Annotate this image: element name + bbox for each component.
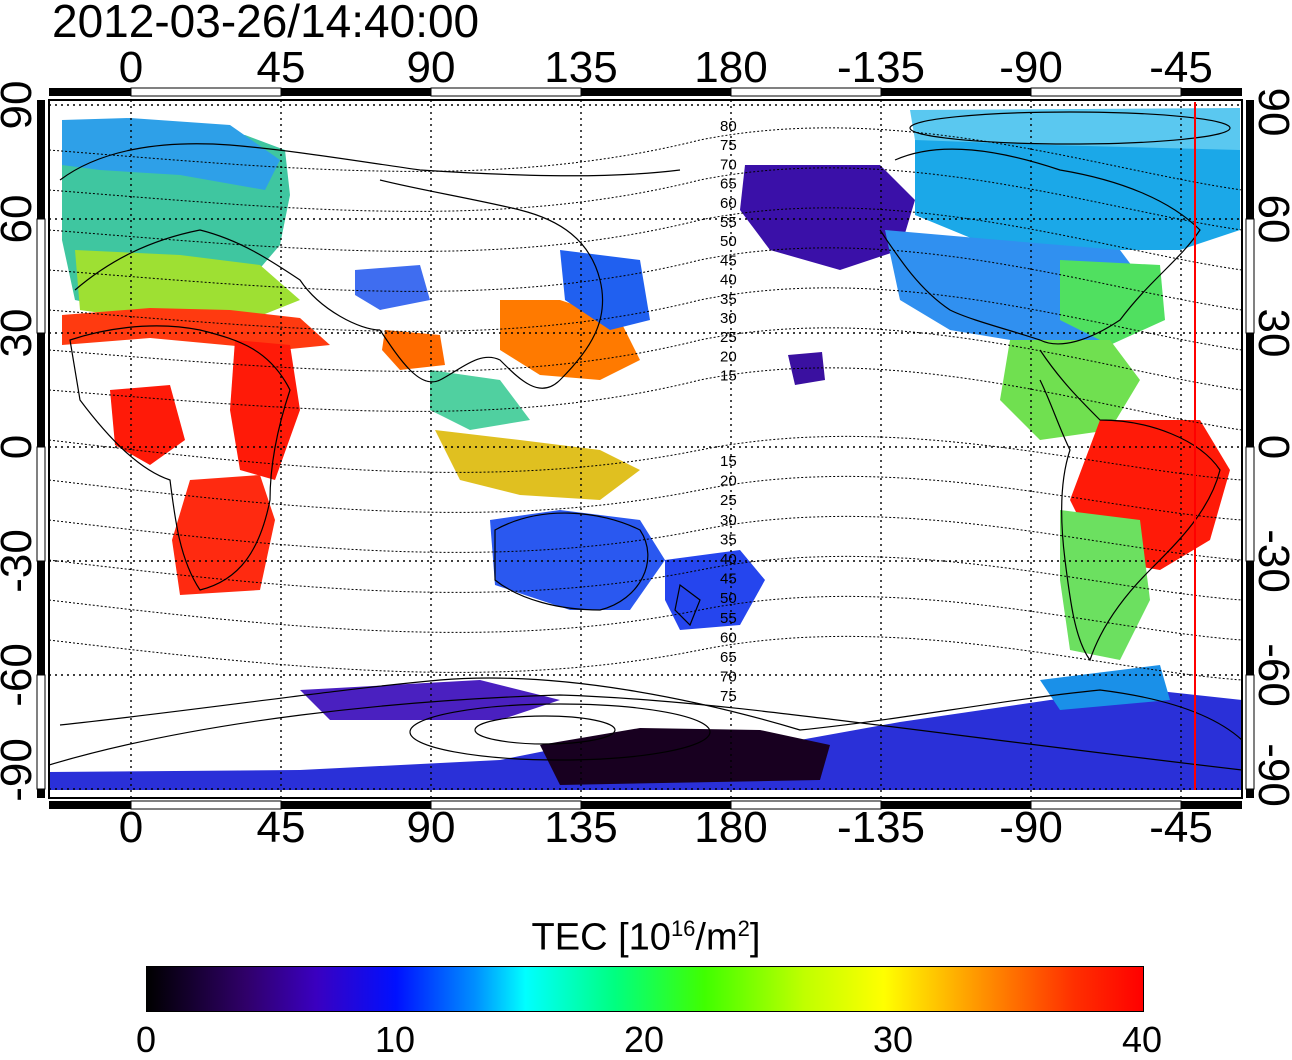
contour-label: 70 xyxy=(720,156,737,173)
contour-label: 20 xyxy=(720,348,737,365)
coastlines xyxy=(59,143,1242,741)
tec-patch-central-america xyxy=(1000,340,1140,440)
tec-patch-new-zealand xyxy=(665,550,765,630)
lat-label-left: 90 xyxy=(0,80,41,130)
lon-label-bottom: 0 xyxy=(118,803,144,852)
lat-label-right: -30 xyxy=(1249,529,1292,593)
lat-label-right: -60 xyxy=(1249,643,1292,707)
lon-label-top: 135 xyxy=(544,43,618,92)
lat-label-right: 60 xyxy=(1249,194,1292,244)
contour-label: 75 xyxy=(720,137,737,154)
contour-labels-north: 80 75 70 65 60 55 50 45 40 35 30 25 20 15 xyxy=(720,118,737,385)
contour-label: 15 xyxy=(720,368,737,385)
contour-label: 30 xyxy=(720,512,737,529)
lat-label-left: -30 xyxy=(0,529,41,593)
map-frame xyxy=(48,99,1243,799)
tec-patch-us-east xyxy=(1060,260,1165,345)
tec-patch-middle-east xyxy=(382,330,445,370)
tec-patch-australia xyxy=(490,510,665,610)
lat-label-left: 30 xyxy=(0,308,41,358)
tec-data-patches xyxy=(49,108,1242,790)
tec-patch-east-africa xyxy=(230,340,300,480)
lon-label-top: 45 xyxy=(256,43,306,92)
colorbar-tick: 20 xyxy=(623,1019,665,1060)
contour-label: 65 xyxy=(720,649,737,666)
tec-patch-japan xyxy=(560,250,650,330)
graticule xyxy=(49,100,1242,798)
contour-label: 40 xyxy=(720,551,737,568)
tec-map: 80 75 70 65 60 55 50 45 40 35 30 25 20 15 15 20 25 30 35 4… xyxy=(36,87,1255,810)
tec-patch-south-pacific-strip xyxy=(1040,665,1170,710)
magnetic-pole-contours xyxy=(49,111,1242,771)
contour-label: 20 xyxy=(720,473,737,490)
tec-patch-antarctic-dark xyxy=(540,728,830,785)
tec-patch-central-asia xyxy=(355,265,430,310)
tec-patch-south-indian xyxy=(300,680,560,720)
contour-label: 60 xyxy=(720,195,737,212)
contour-label: 75 xyxy=(720,688,737,705)
contour-label: 45 xyxy=(720,252,737,269)
tec-patch-south-europe xyxy=(75,250,300,320)
contour-label: 80 xyxy=(720,118,737,135)
lon-label-top: -90 xyxy=(999,43,1063,92)
tec-patch-north-europe xyxy=(62,118,280,190)
lon-label-bottom: -45 xyxy=(1149,803,1213,852)
lon-label-bottom: 90 xyxy=(406,803,456,852)
contour-label: 55 xyxy=(720,610,737,627)
lon-label-top: 90 xyxy=(406,43,456,92)
contour-label: 30 xyxy=(720,310,737,327)
contour-label: 15 xyxy=(720,453,737,470)
tec-patch-south-america-south xyxy=(1060,510,1150,660)
magnetic-contours xyxy=(49,127,1242,681)
colorbar-tick: 10 xyxy=(374,1019,416,1060)
contour-label: 40 xyxy=(720,272,737,289)
colorbar-title: TEC [1016/m2] xyxy=(531,916,761,959)
contour-label: 50 xyxy=(720,233,737,250)
contour-label: 55 xyxy=(720,214,737,231)
lat-label-right: 0 xyxy=(1249,435,1292,459)
lon-label-top: -135 xyxy=(836,43,926,92)
lon-label-bottom: 45 xyxy=(256,803,306,852)
colorbar-tick: 0 xyxy=(135,1019,157,1060)
contour-labels-south: 15 20 25 30 35 40 45 50 55 60 65 70 75 xyxy=(720,453,737,705)
lon-label-top: 180 xyxy=(694,43,768,92)
colorbar-tick: 30 xyxy=(872,1019,914,1060)
lat-label-right: -90 xyxy=(1249,743,1292,807)
lat-label-right: 30 xyxy=(1249,308,1292,358)
colorbar-tick: 40 xyxy=(1121,1019,1163,1060)
contour-label: 45 xyxy=(720,571,737,588)
lon-label-top: 0 xyxy=(118,43,144,92)
lat-label-right: 90 xyxy=(1249,87,1292,137)
tec-patch-arctic-north xyxy=(910,108,1240,150)
contour-label: 50 xyxy=(720,590,737,607)
lon-label-bottom: 180 xyxy=(694,803,768,852)
contour-label: 25 xyxy=(720,329,737,346)
lon-label-bottom: 135 xyxy=(544,803,618,852)
tec-patch-indonesia xyxy=(435,430,640,500)
lat-label-left: 0 xyxy=(0,435,41,459)
contour-label: 70 xyxy=(720,669,737,686)
lat-label-left: 60 xyxy=(0,194,41,244)
lon-label-bottom: -135 xyxy=(836,803,926,852)
contour-label: 65 xyxy=(720,176,737,193)
tec-patch-west-africa xyxy=(110,385,185,465)
lon-label-top: -45 xyxy=(1149,43,1213,92)
map-title: 2012-03-26/14:40:00 xyxy=(52,0,480,47)
tec-patch-north-pacific xyxy=(740,165,915,270)
colorbar xyxy=(146,966,1144,1012)
tec-patch-south-china xyxy=(430,370,530,430)
contour-label: 60 xyxy=(720,629,737,646)
lon-label-bottom: -90 xyxy=(999,803,1063,852)
tec-patch-canada xyxy=(915,115,1240,250)
lat-label-left: -60 xyxy=(0,643,41,707)
tec-patch-south-africa xyxy=(172,475,275,595)
contour-label: 35 xyxy=(720,291,737,308)
lat-label-left: -90 xyxy=(0,738,41,802)
contour-label: 25 xyxy=(720,492,737,509)
contour-label: 35 xyxy=(720,531,737,548)
